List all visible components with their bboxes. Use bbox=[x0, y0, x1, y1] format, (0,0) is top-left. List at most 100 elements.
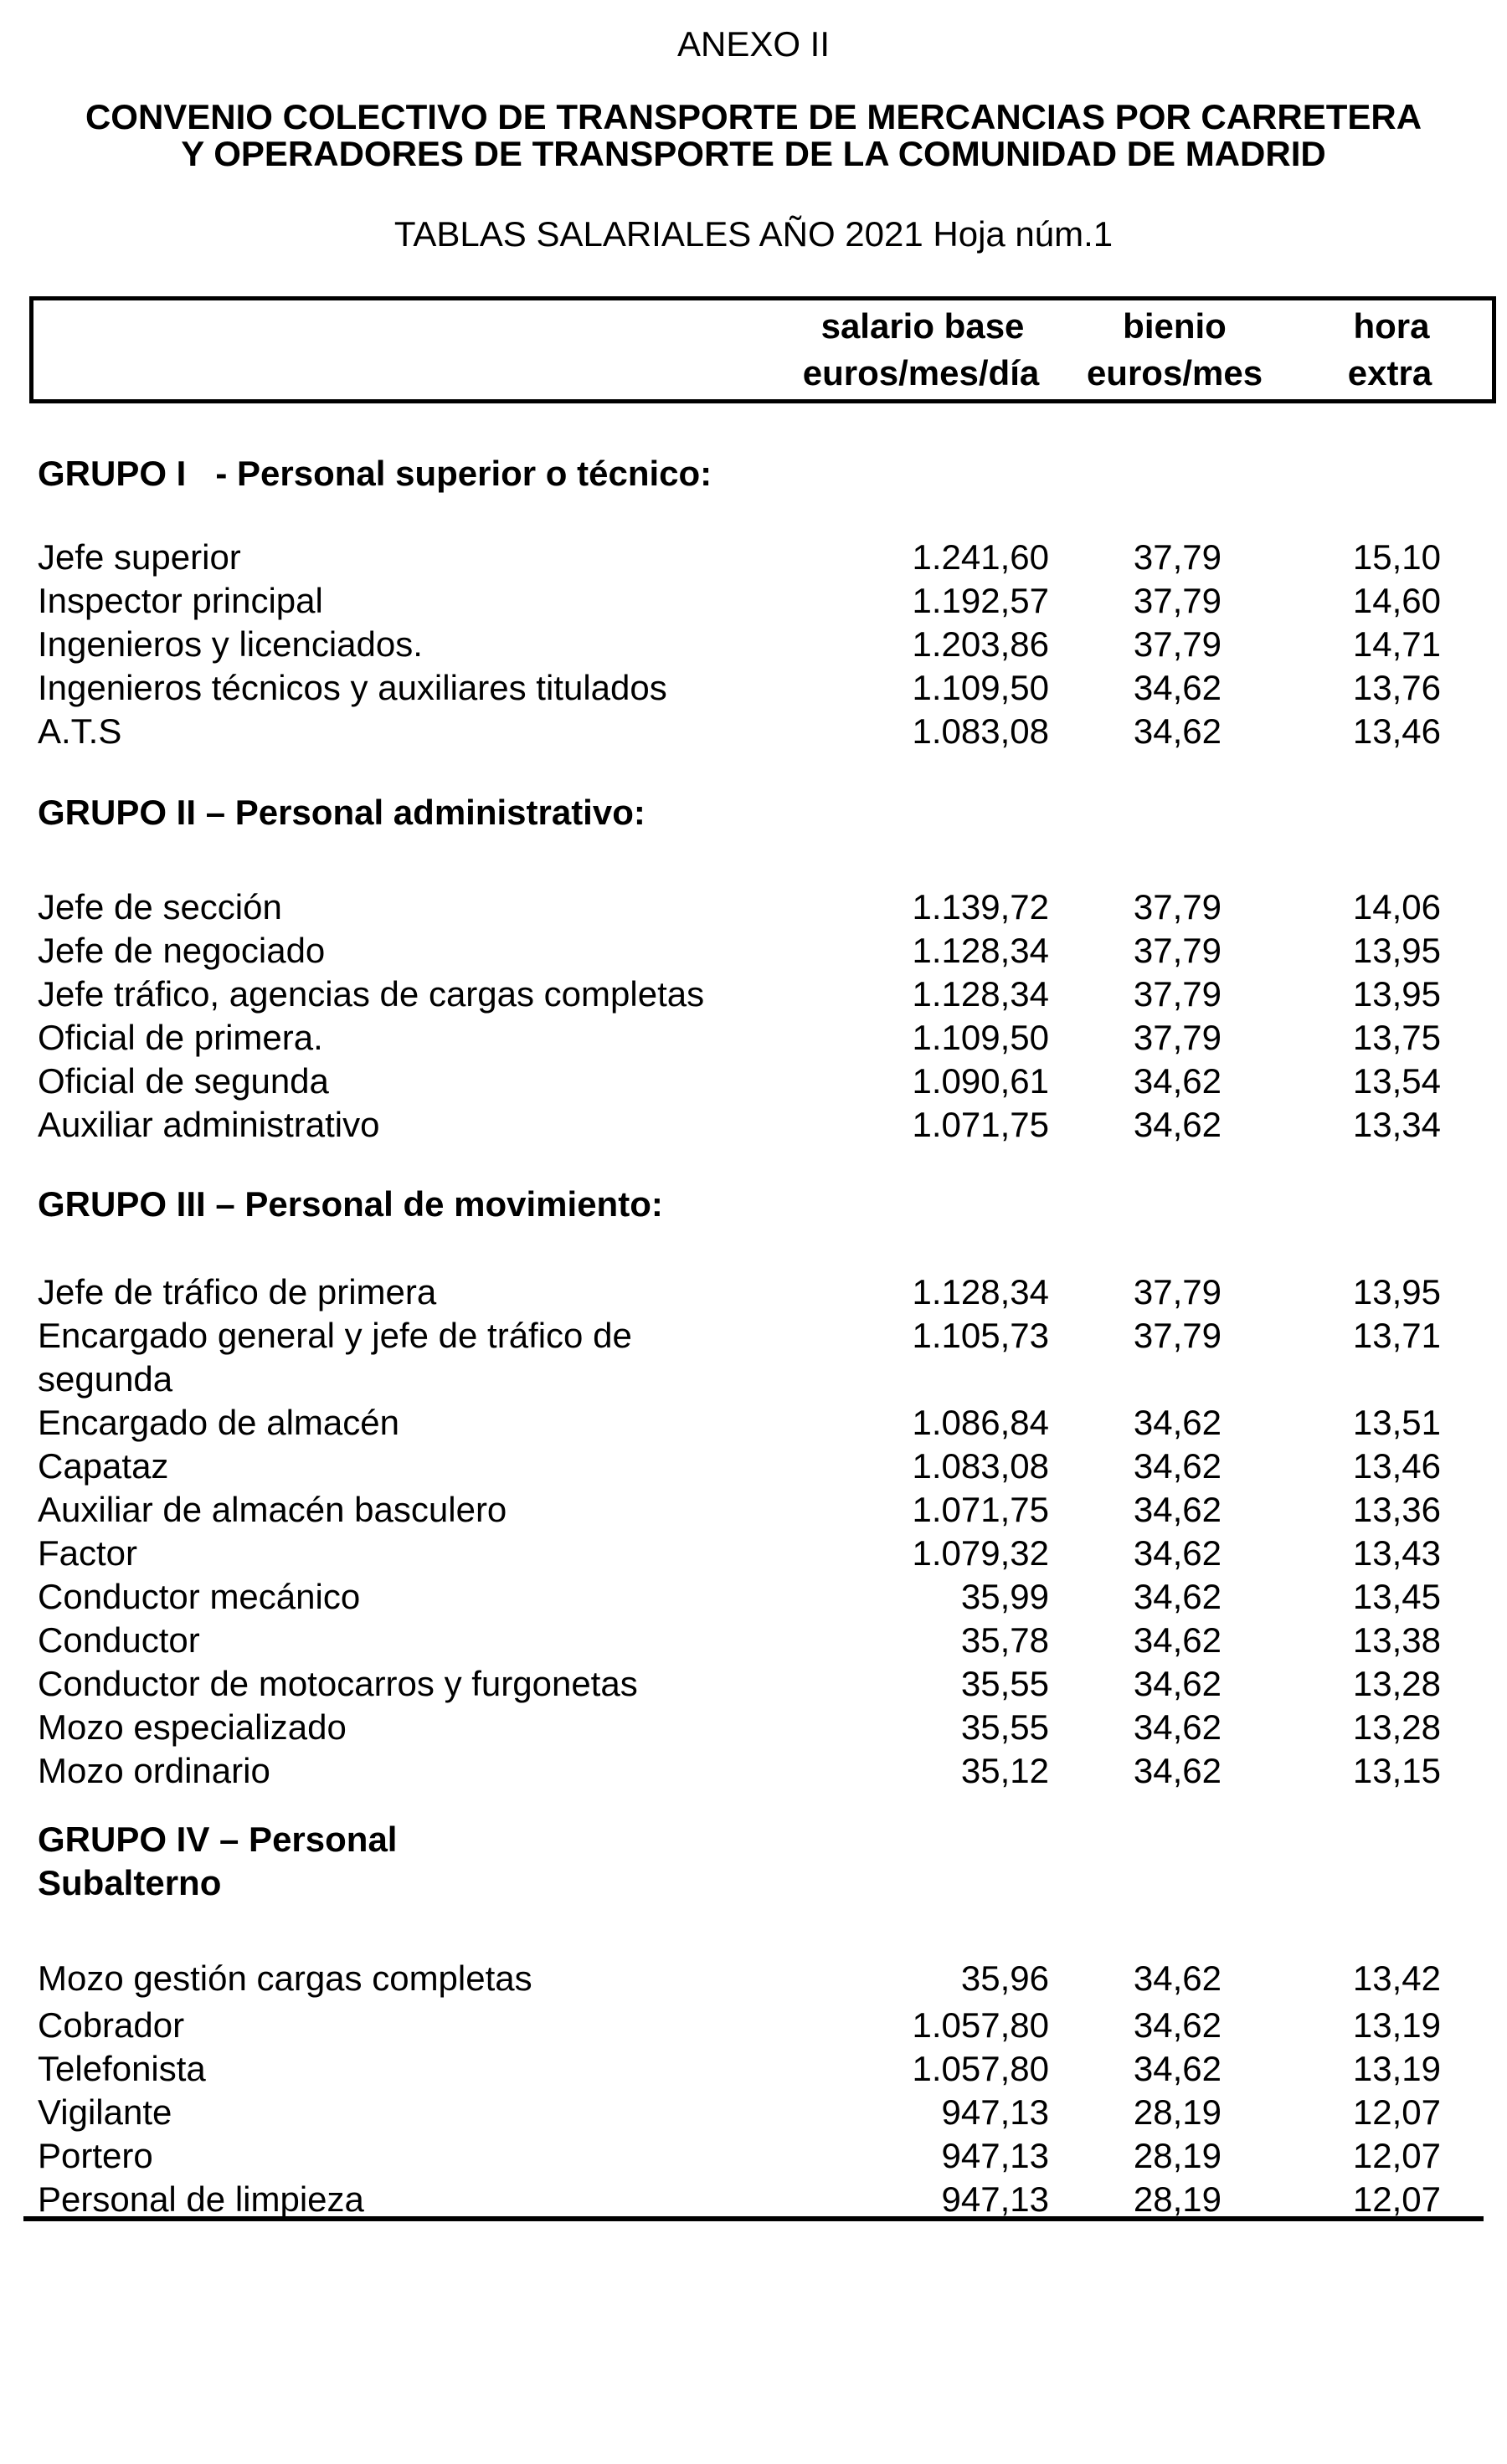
table-row: Mozo ordinario 35,12 34,62 13,15 bbox=[38, 1749, 1441, 1793]
bienio-value: 34,62 bbox=[1133, 1958, 1222, 1998]
table-row: Personal de limpieza 947,13 28,19 12,07 bbox=[38, 2178, 1441, 2221]
salary-group-section: GRUPO I - Personal superior o técnico: Je… bbox=[38, 452, 1441, 753]
role-label: Jefe de sección bbox=[38, 887, 282, 927]
bienio-value: 37,79 bbox=[1133, 931, 1222, 970]
role-label: Conductor de motocarros y furgonetas bbox=[38, 1664, 638, 1703]
role-label: Jefe tráfico, agencias de cargas complet… bbox=[38, 974, 705, 1014]
salario-base-value: 1.109,50 bbox=[912, 1018, 1050, 1057]
salario-base-value: 1.083,08 bbox=[912, 711, 1050, 751]
salario-base-value: 1.139,72 bbox=[912, 887, 1050, 927]
bienio-value: 34,62 bbox=[1133, 1105, 1222, 1144]
column-header-salario-base: salario base bbox=[820, 306, 1025, 346]
section-rows: Mozo gestión cargas completas 35,96 34,62 1… bbox=[38, 1957, 1441, 2221]
hora-extra-value: 13,54 bbox=[1352, 1061, 1441, 1101]
hora-extra-value: 12,07 bbox=[1352, 2179, 1441, 2219]
document-title-line2: Y OPERADORES DE TRANSPORTE DE LA COMUNID… bbox=[181, 134, 1326, 173]
salario-base-value: 35,78 bbox=[960, 1620, 1049, 1660]
table-row: Conductor de motocarros y furgonetas 35,5… bbox=[38, 1662, 1441, 1706]
table-row: Inspector principal 1.192,57 37,79 14,60 bbox=[38, 579, 1441, 623]
role-label: Inspector principal bbox=[38, 581, 323, 620]
bienio-value: 34,62 bbox=[1133, 711, 1222, 751]
table-row: Portero 947,13 28,19 12,07 bbox=[38, 2134, 1441, 2178]
table-row: Vigilante 947,13 28,19 12,07 bbox=[38, 2091, 1441, 2134]
document-subtitle: TABLAS SALARIALES AÑO 2021 Hoja núm.1 bbox=[393, 214, 1114, 254]
bienio-value: 34,62 bbox=[1133, 2005, 1222, 2045]
hora-extra-value: 13,45 bbox=[1352, 1577, 1441, 1616]
role-label: Jefe superior bbox=[38, 537, 241, 577]
salario-base-value: 1.071,75 bbox=[912, 1490, 1050, 1529]
hora-extra-value: 13,19 bbox=[1352, 2049, 1441, 2088]
hora-extra-value: 13,95 bbox=[1352, 1272, 1441, 1312]
hora-extra-value: 12,07 bbox=[1352, 2092, 1441, 2132]
section-rows: Jefe superior 1.241,60 37,79 15,10 Inspector… bbox=[38, 536, 1441, 753]
hora-extra-value: 13,38 bbox=[1352, 1620, 1441, 1660]
bienio-value: 34,62 bbox=[1133, 1061, 1222, 1101]
role-label: Portero bbox=[38, 2136, 153, 2175]
hora-extra-value: 13,28 bbox=[1352, 1707, 1441, 1747]
hora-extra-value: 13,95 bbox=[1352, 931, 1441, 970]
section-title: GRUPO III – Personal de movimiento: bbox=[38, 1184, 663, 1224]
role-label: Factor bbox=[38, 1533, 138, 1573]
salario-base-value: 1.192,57 bbox=[912, 581, 1050, 620]
bienio-value: 28,19 bbox=[1133, 2136, 1222, 2175]
bienio-value: 34,62 bbox=[1133, 1577, 1222, 1616]
table-row: Telefonista 1.057,80 34,62 13,19 bbox=[38, 2047, 1441, 2091]
salario-base-value: 35,55 bbox=[960, 1707, 1049, 1747]
bienio-value: 34,62 bbox=[1133, 1751, 1222, 1790]
bienio-value: 34,62 bbox=[1133, 668, 1222, 707]
hora-extra-value: 13,95 bbox=[1352, 974, 1441, 1014]
hora-extra-value: 13,51 bbox=[1352, 1403, 1441, 1442]
role-label: Cobrador bbox=[38, 2005, 185, 2045]
table-row: Jefe de sección 1.139,72 37,79 14,06 bbox=[38, 886, 1441, 929]
hora-extra-value: 13,75 bbox=[1352, 1018, 1441, 1057]
salario-base-value: 1.105,73 bbox=[912, 1316, 1050, 1355]
role-label: Conductor mecánico bbox=[38, 1577, 361, 1616]
salario-base-value: 1.128,34 bbox=[912, 974, 1050, 1014]
bienio-value: 37,79 bbox=[1133, 887, 1222, 927]
hora-extra-value: 15,10 bbox=[1352, 537, 1441, 577]
salario-base-value: 1.079,32 bbox=[912, 1533, 1050, 1573]
table-row: Capataz 1.083,08 34,62 13,46 bbox=[38, 1445, 1441, 1488]
column-header-salario-base-units: euros/mes/día bbox=[802, 353, 1040, 393]
bienio-value: 28,19 bbox=[1133, 2179, 1222, 2219]
column-header-hora: hora bbox=[1353, 306, 1430, 346]
salario-base-value: 1.071,75 bbox=[912, 1105, 1050, 1144]
bienio-value: 34,62 bbox=[1133, 1446, 1222, 1486]
bienio-value: 34,62 bbox=[1133, 1403, 1222, 1442]
table-row: Jefe superior 1.241,60 37,79 15,10 bbox=[38, 536, 1441, 579]
role-label: A.T.S bbox=[38, 711, 122, 751]
column-header-bienio: bienio bbox=[1123, 306, 1227, 346]
hora-extra-value: 14,71 bbox=[1352, 624, 1441, 664]
hora-extra-value: 13,19 bbox=[1352, 2005, 1441, 2045]
bienio-value: 28,19 bbox=[1133, 2092, 1222, 2132]
salario-base-value: 1.128,34 bbox=[912, 1272, 1050, 1312]
table-row: Encargado de almacén 1.086,84 34,62 13,51 bbox=[38, 1401, 1441, 1445]
salary-group-section: GRUPO III – Personal de movimiento: Jefe … bbox=[38, 1183, 1441, 1793]
role-label: Conductor bbox=[38, 1620, 200, 1660]
salario-base-value: 1.090,61 bbox=[912, 1061, 1050, 1101]
salario-base-value: 1.083,08 bbox=[912, 1446, 1050, 1486]
role-label: Mozo ordinario bbox=[38, 1751, 270, 1790]
role-label: Mozo especializado bbox=[38, 1707, 347, 1747]
salario-base-value: 1.057,80 bbox=[912, 2049, 1050, 2088]
role-label: Oficial de primera. bbox=[38, 1018, 323, 1057]
salario-base-value: 1.109,50 bbox=[912, 668, 1050, 707]
salario-base-value: 947,13 bbox=[941, 2092, 1049, 2132]
role-label: Encargado de almacén bbox=[38, 1403, 399, 1442]
table-row: A.T.S 1.083,08 34,62 13,46 bbox=[38, 710, 1441, 753]
table-row: Jefe tráfico, agencias de cargas complet… bbox=[38, 973, 1441, 1016]
bienio-value: 37,79 bbox=[1133, 974, 1222, 1014]
table-row: Mozo especializado 35,55 34,62 13,28 bbox=[38, 1706, 1441, 1749]
salary-group-section: GRUPO IV – Personal Subalterno Mozo gesti… bbox=[38, 1818, 1441, 2221]
role-label: Telefonista bbox=[38, 2049, 206, 2088]
hora-extra-value: 13,28 bbox=[1352, 1664, 1441, 1703]
annex-title: ANEXO II bbox=[676, 24, 831, 64]
table-row: Ingenieros y licenciados. 1.203,86 37,79 14… bbox=[38, 623, 1441, 666]
table-row: Ingenieros técnicos y auxiliares titulad… bbox=[38, 666, 1441, 710]
salario-base-value: 1.128,34 bbox=[912, 931, 1050, 970]
role-label: Ingenieros y licenciados. bbox=[38, 624, 423, 664]
salario-base-value: 35,96 bbox=[960, 1958, 1049, 1998]
hora-extra-value: 13,15 bbox=[1352, 1751, 1441, 1790]
bienio-value: 37,79 bbox=[1133, 1316, 1222, 1355]
